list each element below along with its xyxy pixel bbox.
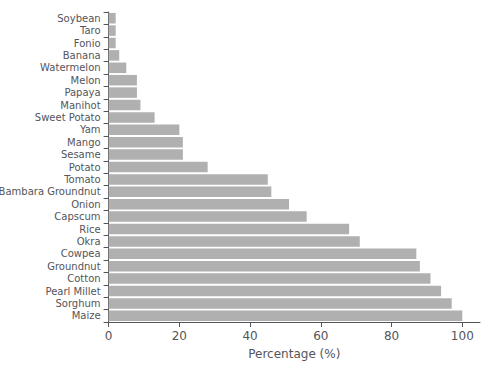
svg-text:Manihot: Manihot	[60, 100, 100, 111]
svg-text:Potato: Potato	[69, 162, 101, 173]
svg-text:Melon: Melon	[71, 75, 101, 86]
svg-text:Onion: Onion	[71, 199, 100, 210]
svg-text:Sweet Potato: Sweet Potato	[35, 112, 101, 123]
svg-text:Cowpea: Cowpea	[61, 248, 101, 259]
svg-text:Soybean: Soybean	[57, 13, 100, 24]
svg-text:80: 80	[384, 329, 399, 343]
svg-text:100: 100	[451, 329, 474, 343]
svg-text:Okra: Okra	[77, 236, 101, 247]
svg-text:Pearl Millet: Pearl Millet	[46, 286, 101, 297]
svg-text:Taro: Taro	[79, 25, 101, 36]
svg-text:Capscum: Capscum	[54, 211, 100, 222]
svg-text:Mango: Mango	[67, 137, 101, 148]
svg-text:Groundnut: Groundnut	[47, 261, 100, 272]
svg-text:Bambara Groundnut: Bambara Groundnut	[0, 186, 101, 197]
svg-text:Percentage (%): Percentage (%)	[248, 347, 340, 361]
svg-text:Fonio: Fonio	[74, 38, 101, 49]
svg-text:Rice: Rice	[79, 224, 100, 235]
svg-text:Tomato: Tomato	[63, 174, 100, 185]
svg-text:Sesame: Sesame	[61, 149, 101, 160]
svg-text:Papaya: Papaya	[64, 87, 100, 98]
svg-text:Banana: Banana	[63, 50, 101, 61]
svg-text:Maize: Maize	[72, 310, 101, 321]
svg-text:0: 0	[105, 329, 113, 343]
svg-text:Cotton: Cotton	[67, 273, 100, 284]
svg-text:40: 40	[242, 329, 257, 343]
svg-text:Sorghum: Sorghum	[55, 298, 100, 309]
svg-text:Yam: Yam	[79, 124, 101, 135]
svg-text:Watermelon: Watermelon	[40, 62, 101, 73]
svg-text:20: 20	[172, 329, 187, 343]
svg-text:60: 60	[313, 329, 328, 343]
